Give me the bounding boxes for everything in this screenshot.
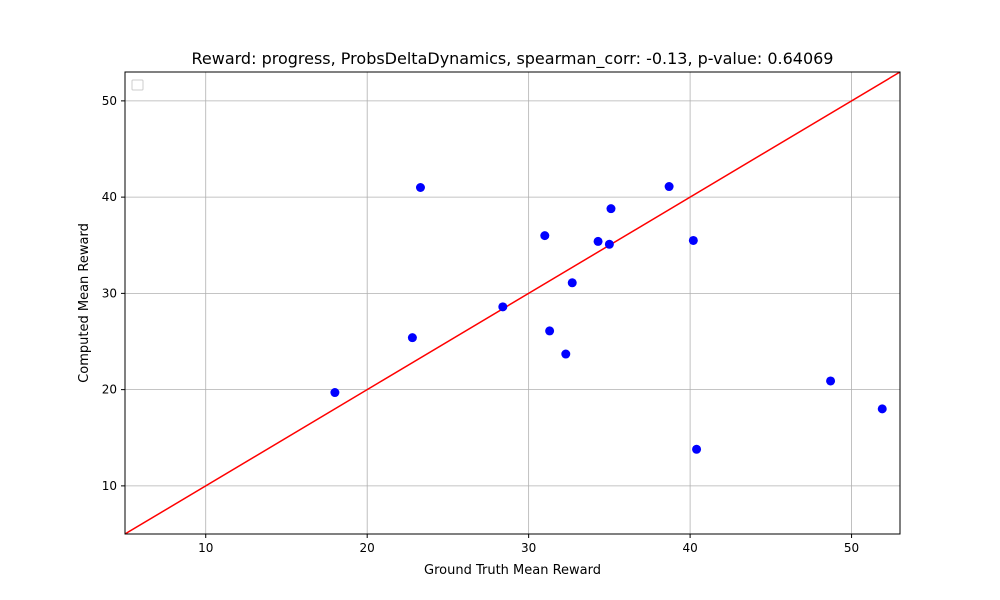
y-axis-ticks: 10 20 30 40 50	[102, 94, 125, 493]
y-tick-label: 10	[102, 479, 117, 493]
scatter-point	[826, 376, 836, 386]
scatter-point	[561, 349, 571, 359]
scatter-point	[593, 236, 603, 246]
x-tick-label: 10	[198, 541, 213, 555]
y-tick-label: 20	[102, 383, 117, 397]
x-tick-label: 30	[521, 541, 536, 555]
plot-frame	[124, 71, 901, 535]
y-tick-label: 50	[102, 94, 117, 108]
x-tick-label: 40	[682, 541, 697, 555]
x-axis-label: Ground Truth Mean Reward	[424, 563, 601, 578]
y-tick-label: 40	[102, 190, 117, 204]
scatter-point	[606, 204, 616, 214]
scatter-point	[567, 278, 577, 288]
y-axis-label: Computed Mean Reward	[77, 223, 92, 383]
scatter-point	[415, 183, 425, 192]
grid	[125, 72, 900, 534]
scatter-point	[545, 326, 555, 336]
scatter-point	[664, 182, 674, 192]
scatter-point	[692, 444, 702, 454]
chart-title: Reward: progress, ProbsDeltaDynamics, sp…	[192, 49, 834, 69]
scatter-point	[688, 235, 698, 245]
x-tick-label: 50	[844, 541, 859, 555]
x-axis-ticks: 10 20 30 40 50	[198, 534, 859, 555]
reference-line-layer	[124, 71, 901, 535]
reference-line	[124, 71, 901, 535]
data-points	[330, 182, 887, 454]
scatter-point	[604, 239, 614, 249]
y-tick-label: 30	[102, 286, 117, 300]
x-tick-label: 20	[360, 541, 375, 555]
scatter-point	[540, 231, 550, 241]
legend-box	[131, 79, 144, 91]
scatter-point	[330, 388, 340, 398]
scatter-point	[407, 333, 417, 343]
scatter-point	[877, 404, 887, 414]
scatter-point	[498, 302, 508, 312]
